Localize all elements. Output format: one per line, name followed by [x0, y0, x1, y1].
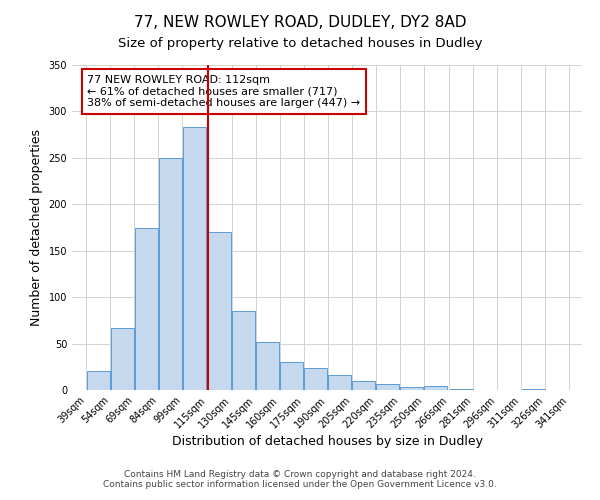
Text: Size of property relative to detached houses in Dudley: Size of property relative to detached ho… [118, 38, 482, 51]
Y-axis label: Number of detached properties: Number of detached properties [30, 129, 43, 326]
Bar [424, 386, 448, 390]
Bar [280, 362, 304, 390]
Bar [232, 311, 256, 390]
Bar [159, 158, 182, 390]
Bar [208, 232, 232, 390]
Bar [328, 375, 352, 390]
Text: Contains HM Land Registry data © Crown copyright and database right 2024.
Contai: Contains HM Land Registry data © Crown c… [103, 470, 497, 489]
Bar [400, 387, 424, 390]
Bar [87, 372, 110, 390]
Bar [183, 127, 206, 390]
Bar [352, 380, 376, 390]
Bar [111, 328, 134, 390]
Bar [376, 384, 400, 390]
Bar [450, 389, 473, 390]
Bar [135, 228, 158, 390]
Text: 77, NEW ROWLEY ROAD, DUDLEY, DY2 8AD: 77, NEW ROWLEY ROAD, DUDLEY, DY2 8AD [134, 15, 466, 30]
Bar [521, 389, 545, 390]
Bar [256, 342, 280, 390]
Bar [304, 368, 328, 390]
X-axis label: Distribution of detached houses by size in Dudley: Distribution of detached houses by size … [172, 436, 482, 448]
Text: 77 NEW ROWLEY ROAD: 112sqm
← 61% of detached houses are smaller (717)
38% of sem: 77 NEW ROWLEY ROAD: 112sqm ← 61% of deta… [88, 74, 361, 108]
